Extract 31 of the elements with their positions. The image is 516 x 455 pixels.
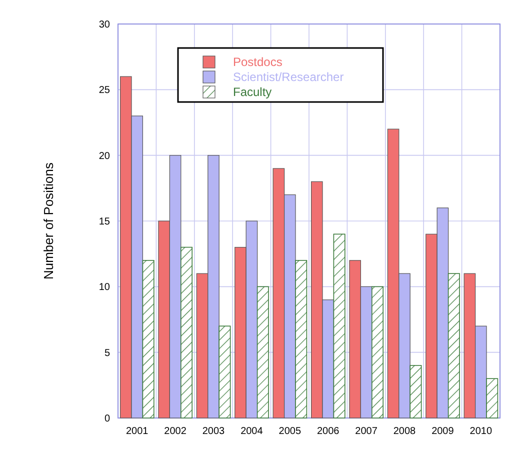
x-tick-label: 2004	[240, 426, 264, 437]
x-tick-label: 2009	[432, 426, 454, 437]
legend-label: Postdocs	[233, 55, 282, 69]
x-tick-label: 2006	[316, 426, 340, 437]
x-tick-label: 2001	[126, 426, 149, 437]
y-tick-label: 20	[98, 150, 110, 162]
bar	[410, 365, 422, 418]
bar	[333, 234, 346, 418]
bar	[295, 260, 308, 418]
bar	[180, 246, 193, 418]
y-tick-label: 15	[98, 216, 110, 228]
bar	[142, 260, 154, 418]
y-tick-label: 5	[104, 348, 110, 359]
x-tick-label: 2008	[393, 426, 416, 437]
legend-label: Faculty	[233, 85, 272, 99]
legend-label: Scientist/Researcher	[233, 70, 344, 84]
bar	[256, 286, 269, 418]
x-tick-label: 2005	[278, 426, 302, 437]
x-tick-label: 2003	[202, 426, 226, 437]
bar	[448, 273, 460, 418]
y-tick-label: 10	[98, 282, 110, 294]
y-tick-label: 0	[104, 414, 110, 424]
bar	[486, 378, 498, 418]
x-tick-label: 2007	[355, 426, 378, 437]
y-tick-label: 25	[98, 85, 110, 96]
bar	[218, 326, 231, 418]
bar	[372, 286, 384, 418]
x-tick-label: 2010	[470, 426, 492, 437]
x-tick-label: 2002	[164, 426, 187, 437]
y-axis-title: Number of Positions	[41, 162, 56, 280]
y-tick-label: 30	[98, 20, 110, 30]
